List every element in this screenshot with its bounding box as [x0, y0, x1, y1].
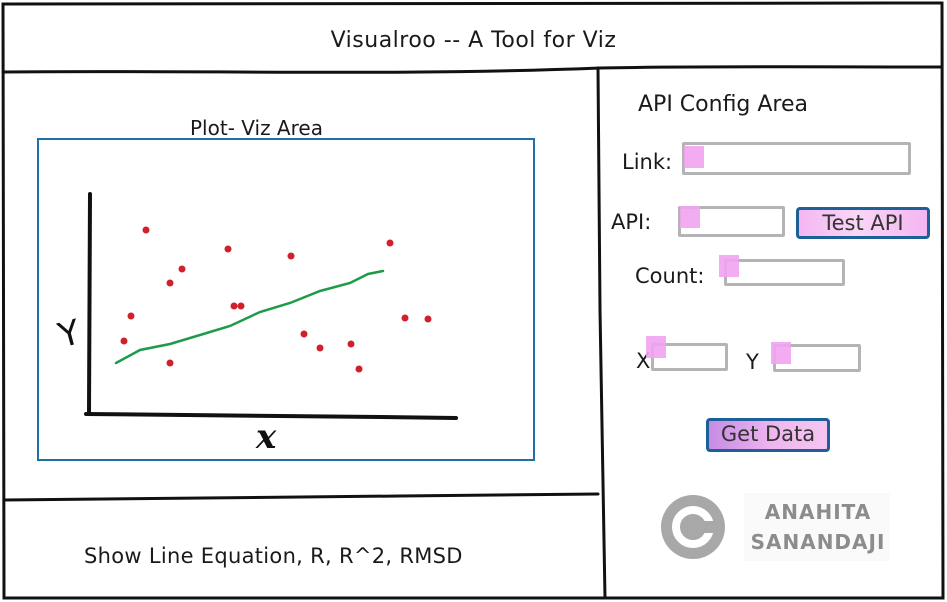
- count-label: Count:: [635, 264, 705, 288]
- data-point: [127, 312, 135, 320]
- x-axis-label: x: [255, 417, 277, 457]
- link-label: Link:: [622, 150, 673, 174]
- data-point: [120, 337, 128, 345]
- text-cursor-highlight: [680, 206, 700, 228]
- app-title: Visualroo -- A Tool for Viz: [330, 28, 617, 53]
- data-point: [166, 279, 174, 287]
- author-last-name: SANANDAJI: [750, 530, 886, 554]
- data-point: [224, 245, 232, 253]
- data-point: [386, 239, 394, 247]
- data-point: [237, 302, 245, 310]
- data-point: [401, 314, 409, 322]
- api-config-title: API Config Area: [638, 92, 809, 117]
- data-point: [424, 315, 432, 323]
- plot-area: [37, 138, 535, 461]
- test-api-button[interactable]: Test API: [796, 207, 930, 239]
- get-data-button[interactable]: Get Data: [706, 418, 830, 452]
- plot-area-label: Plot- Viz Area: [190, 116, 323, 140]
- x-axis: [84, 412, 458, 420]
- data-point: [316, 344, 324, 352]
- data-point: [178, 265, 186, 273]
- y-axis: [87, 192, 92, 414]
- copyright-icon: [661, 495, 725, 559]
- regression-line: [114, 269, 385, 365]
- link-input[interactable]: [682, 142, 911, 175]
- text-cursor-highlight: [684, 146, 704, 168]
- data-point: [347, 340, 355, 348]
- api-label: API:: [611, 210, 652, 234]
- y-field-label: Y: [746, 350, 759, 374]
- stats-summary: Show Line Equation, R, R^2, RMSD: [84, 544, 463, 568]
- data-point: [355, 365, 363, 373]
- count-input[interactable]: [724, 259, 845, 286]
- text-cursor-highlight: [646, 336, 666, 358]
- author-first-name: ANAHITA: [764, 500, 872, 524]
- data-point: [142, 226, 150, 234]
- text-cursor-highlight: [719, 255, 739, 277]
- data-point: [166, 359, 174, 367]
- author-logo: [661, 493, 890, 561]
- text-cursor-highlight: [771, 342, 791, 364]
- data-point: [300, 330, 308, 338]
- y-axis-label: Y: [53, 312, 85, 356]
- data-point: [287, 252, 295, 260]
- data-point: [230, 302, 238, 310]
- author-name: ANAHITA SANANDAJI: [744, 497, 892, 557]
